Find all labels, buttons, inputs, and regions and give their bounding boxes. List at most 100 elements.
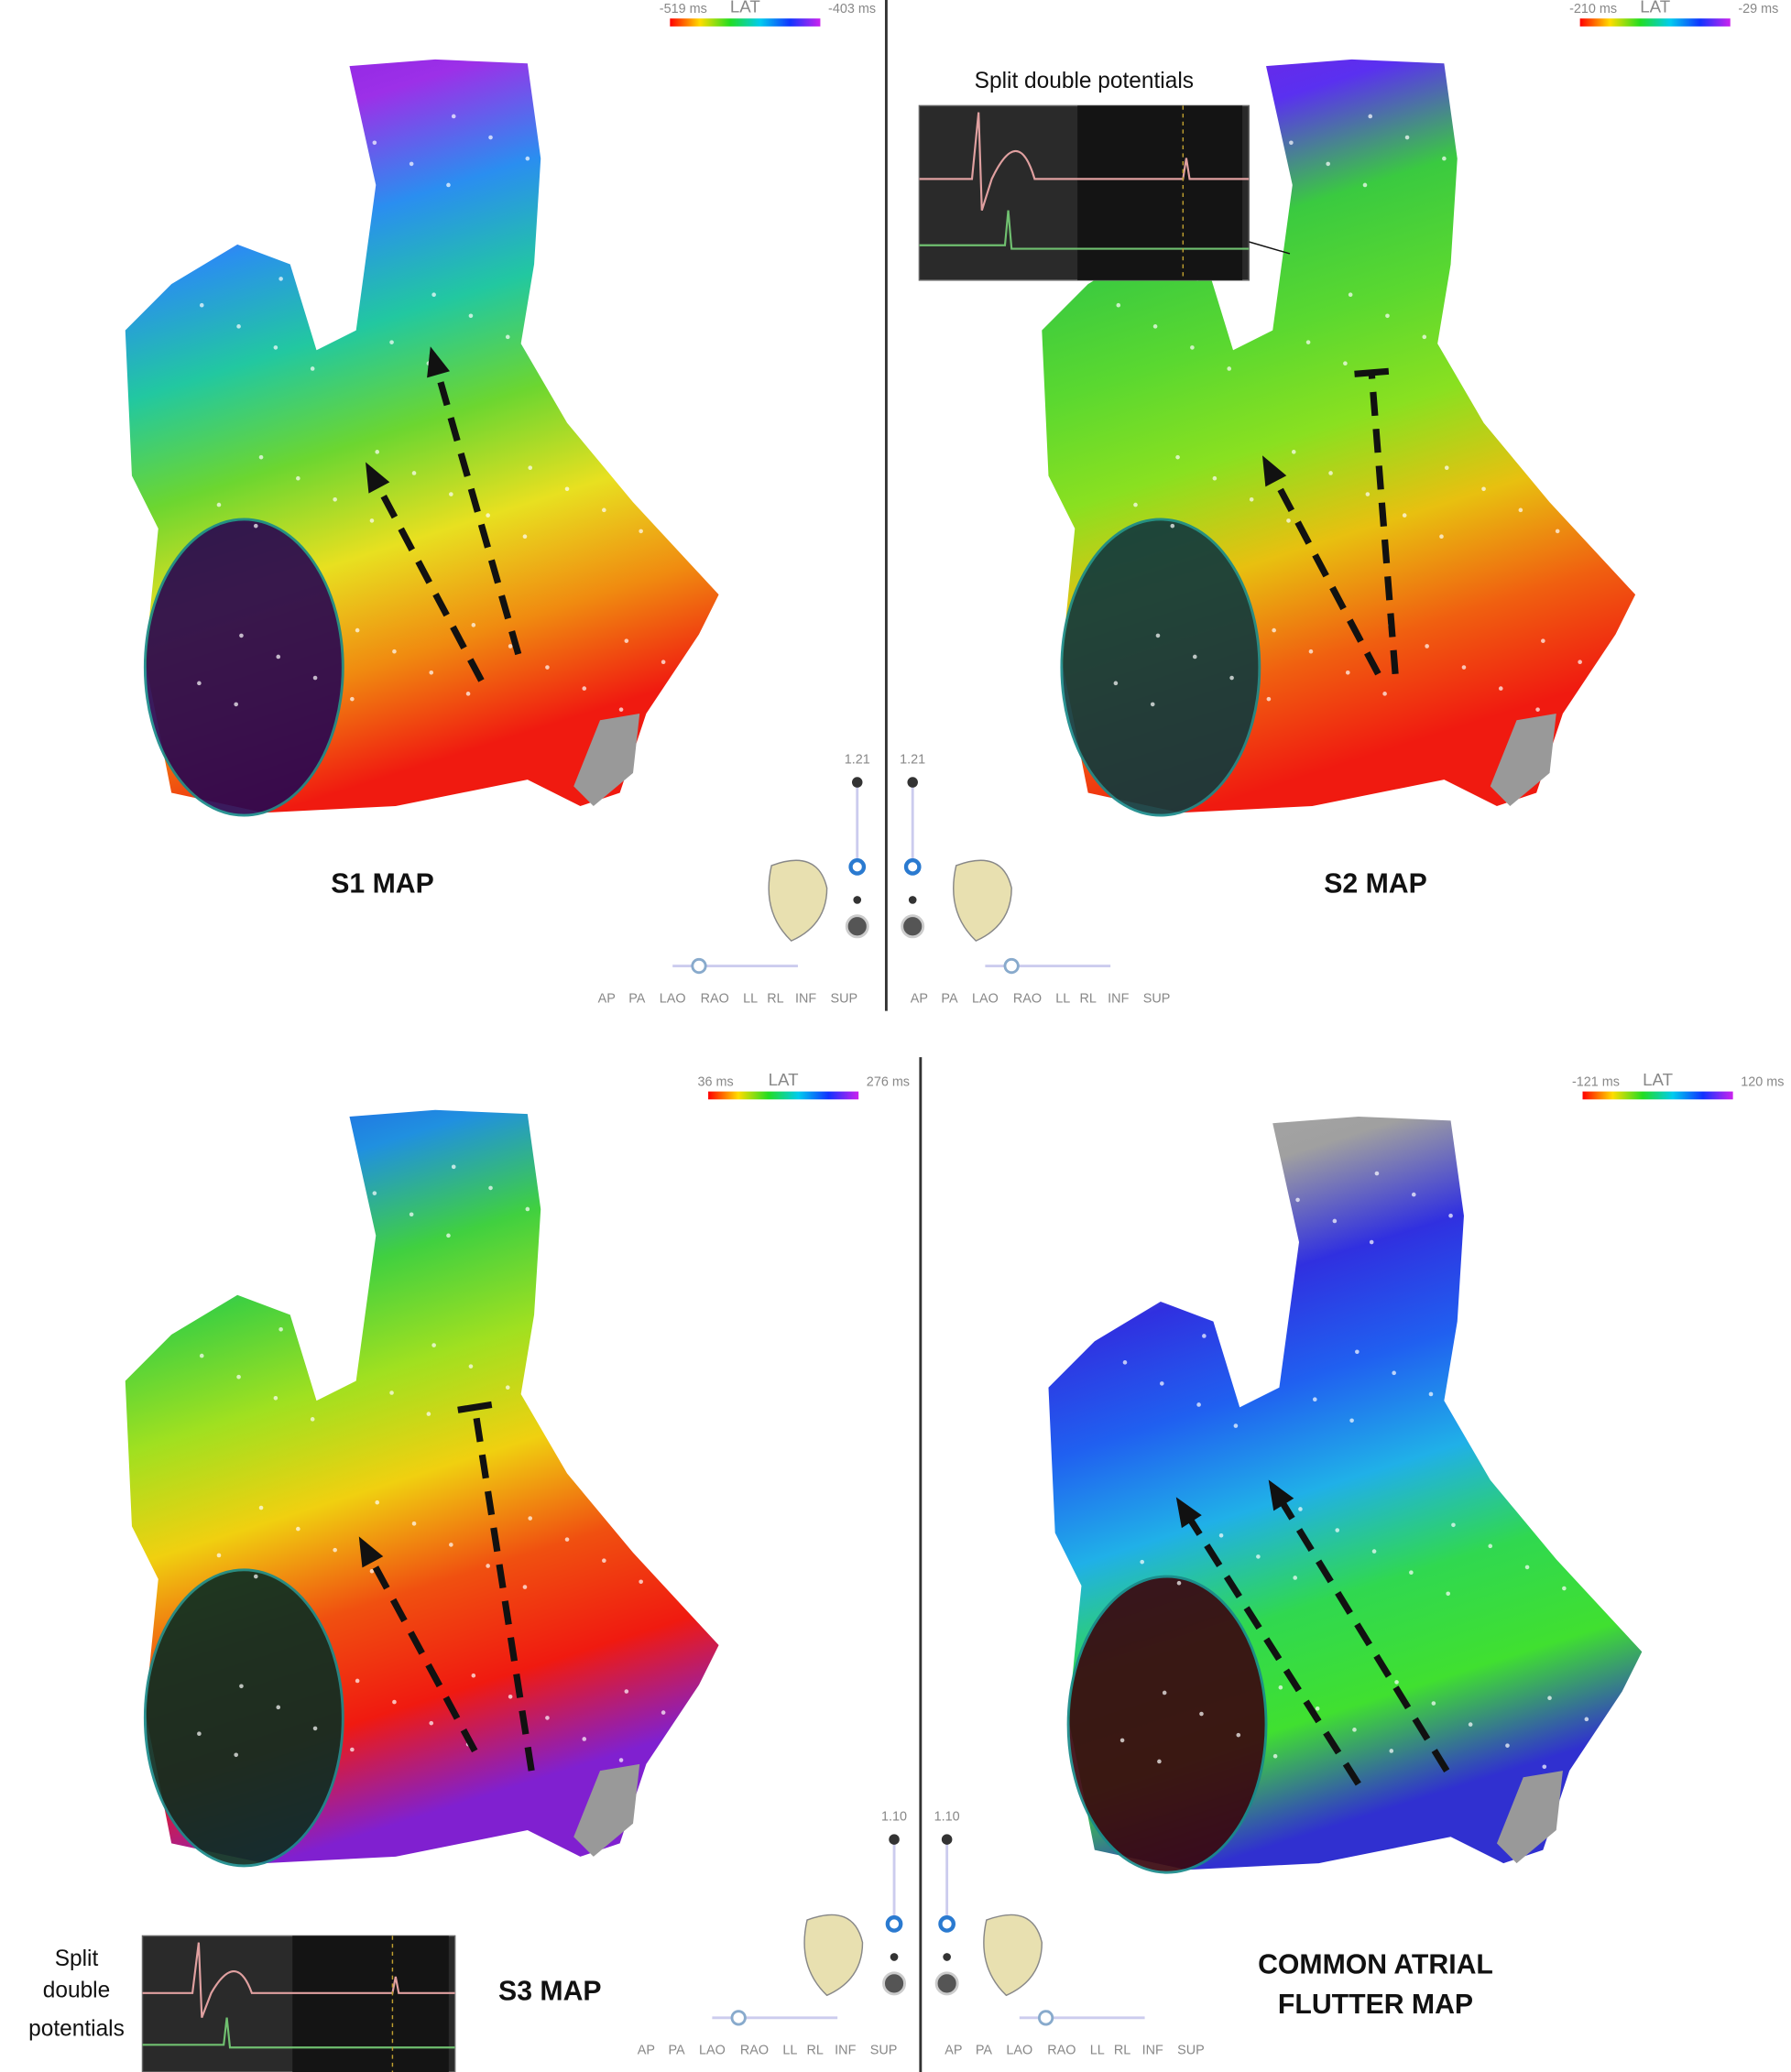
rotate-thumb[interactable] xyxy=(691,957,707,975)
view-button[interactable]: RL xyxy=(1114,2044,1130,2058)
mapping-point xyxy=(312,675,318,681)
reset-button[interactable] xyxy=(901,914,925,939)
zoom-button[interactable] xyxy=(853,896,862,904)
mapping-point xyxy=(1162,1690,1167,1696)
mapping-point xyxy=(335,119,340,125)
view-button[interactable]: AP xyxy=(945,2044,962,2058)
mapping-point xyxy=(1352,1728,1357,1732)
egm-trace xyxy=(919,210,1250,250)
mapping-point xyxy=(488,135,493,140)
zoom-thumb[interactable] xyxy=(903,857,922,876)
zoom-thumb[interactable] xyxy=(938,1915,956,1933)
view-button[interactable]: RAO xyxy=(1013,991,1042,1006)
colorbar xyxy=(1579,18,1731,27)
view-button[interactable]: PA xyxy=(668,2044,685,2058)
rotate-thumb[interactable] xyxy=(1037,2010,1054,2026)
reset-button[interactable] xyxy=(934,1971,959,1996)
view-button[interactable]: SUP xyxy=(1177,2044,1205,2058)
arrow-head xyxy=(1175,1497,1202,1529)
mapping-point xyxy=(1229,675,1234,681)
zoom-button[interactable] xyxy=(943,1953,951,1961)
reset-button[interactable] xyxy=(882,1971,907,1996)
view-button[interactable]: AP xyxy=(638,2044,655,2058)
view-button[interactable]: LL xyxy=(743,991,758,1006)
view-button[interactable]: RL xyxy=(767,991,783,1006)
view-button[interactable]: RAO xyxy=(701,991,729,1006)
electrogram-inset xyxy=(918,104,1250,281)
view-button[interactable]: LAO xyxy=(660,991,686,1006)
mapping-point xyxy=(471,1673,476,1678)
mapping-point xyxy=(239,1684,244,1689)
mapping-point xyxy=(392,1699,397,1705)
mapping-point xyxy=(1468,1722,1473,1727)
zoom-thumb[interactable] xyxy=(848,857,867,876)
egm-trace xyxy=(142,2017,455,2049)
mapping-point xyxy=(1249,496,1254,502)
view-button[interactable]: LAO xyxy=(699,2044,726,2058)
activation-arrow xyxy=(1262,461,1381,676)
mapping-point xyxy=(505,1385,510,1390)
view-button[interactable]: RL xyxy=(1079,991,1096,1006)
zoom-value: 1.21 xyxy=(900,752,925,767)
rotate-thumb[interactable] xyxy=(730,2010,747,2026)
zoom-button[interactable] xyxy=(890,1953,899,1961)
mapping-point xyxy=(1501,308,1506,313)
mapping-point xyxy=(1538,329,1543,334)
view-button[interactable]: AP xyxy=(911,991,928,1006)
mapping-point xyxy=(1349,1418,1354,1423)
colorbar-min: -121 ms xyxy=(1572,1074,1620,1089)
zoom-button[interactable] xyxy=(907,777,918,788)
mapping-point xyxy=(1575,350,1580,355)
view-button[interactable]: LL xyxy=(1055,991,1070,1006)
mapping-point xyxy=(1389,1749,1394,1753)
reset-button[interactable] xyxy=(845,914,869,939)
rotate-thumb[interactable] xyxy=(1003,957,1020,975)
mapping-point xyxy=(678,172,683,177)
view-button[interactable]: LL xyxy=(1090,2044,1105,2058)
mapping-point xyxy=(1170,523,1175,529)
mapping-point xyxy=(663,281,669,287)
mapping-point xyxy=(312,1726,318,1731)
view-button[interactable]: PA xyxy=(941,991,958,1006)
zoom-thumb[interactable] xyxy=(885,1915,903,1933)
mapping-point xyxy=(1542,1764,1547,1770)
zoom-button[interactable] xyxy=(889,1834,900,1845)
view-button[interactable]: PA xyxy=(628,991,646,1006)
mapping-point xyxy=(431,1343,436,1347)
mapping-point xyxy=(661,1710,666,1715)
mapping-point xyxy=(372,140,377,146)
mapping-point xyxy=(1272,627,1276,633)
zoom-button[interactable] xyxy=(851,777,863,788)
view-button[interactable]: INF xyxy=(1142,2044,1163,2058)
colorbar xyxy=(1582,1091,1733,1100)
mapping-point xyxy=(392,649,397,654)
view-button[interactable]: AP xyxy=(598,991,616,1006)
view-button[interactable]: LAO xyxy=(1006,2044,1032,2058)
mapping-point xyxy=(1176,1580,1182,1586)
view-button[interactable]: PA xyxy=(976,2044,993,2058)
zoom-button[interactable] xyxy=(908,896,917,904)
mapping-point xyxy=(375,1499,380,1505)
view-button[interactable]: INF xyxy=(795,991,816,1006)
map-title: COMMON ATRIAL xyxy=(1258,1950,1493,1980)
orientation-heart xyxy=(983,1914,1043,1997)
view-button[interactable]: LL xyxy=(782,2044,797,2058)
view-button[interactable]: RAO xyxy=(740,2044,769,2058)
view-button[interactable]: LAO xyxy=(972,991,999,1006)
mapping-point xyxy=(1133,502,1138,507)
view-button[interactable]: SUP xyxy=(1143,991,1171,1006)
view-button[interactable]: SUP xyxy=(831,991,858,1006)
mapping-point xyxy=(1140,1559,1144,1565)
mapping-point xyxy=(1385,313,1390,319)
zoom-button[interactable] xyxy=(941,1834,953,1845)
mapping-point xyxy=(1113,681,1119,686)
mapping-point xyxy=(1581,1407,1587,1412)
mapping-point xyxy=(411,471,417,475)
view-button[interactable]: RAO xyxy=(1047,2044,1076,2058)
view-button[interactable]: SUP xyxy=(870,2044,898,2058)
view-button[interactable]: INF xyxy=(1108,991,1129,1006)
mapping-point xyxy=(1295,1197,1300,1203)
view-button[interactable]: RL xyxy=(806,2044,823,2058)
view-button[interactable]: INF xyxy=(835,2044,856,2058)
mapping-point xyxy=(1190,345,1195,350)
